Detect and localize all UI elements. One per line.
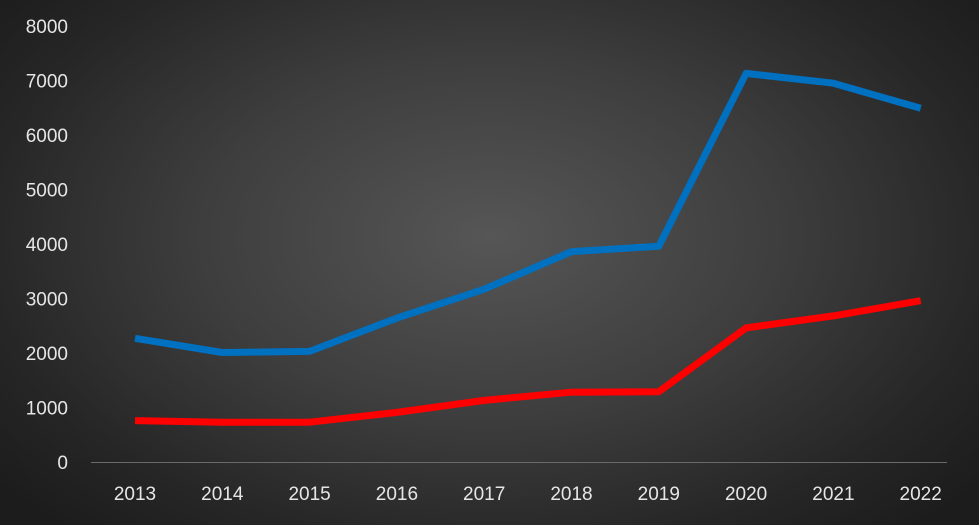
- x-tick-label: 2022: [900, 484, 942, 505]
- series-line-red: [134, 297, 922, 426]
- y-axis-tick-labels: 0 1000 2000 3000 4000 5000 6000 7000 8000: [26, 17, 68, 474]
- y-tick-label: 5000: [26, 181, 68, 202]
- y-tick-label: 1000: [26, 399, 68, 420]
- y-tick-label: 4000: [26, 235, 68, 256]
- x-tick-label: 2015: [288, 484, 330, 505]
- y-tick-label: 2000: [26, 344, 68, 365]
- x-tick-label: 2017: [463, 484, 505, 505]
- x-tick-label: 2013: [114, 484, 156, 505]
- x-tick-label: 2018: [550, 484, 592, 505]
- y-tick-label: 8000: [26, 17, 68, 38]
- x-tick-label: 2019: [638, 484, 680, 505]
- x-axis-tick-labels: 2013 2014 2015 2016 2017 2018 2019 2020 2021 2022: [114, 484, 942, 505]
- y-tick-label: 6000: [26, 126, 68, 147]
- x-tick-label: 2016: [376, 484, 418, 505]
- y-tick-label: 0: [57, 453, 68, 474]
- y-tick-label: 7000: [26, 72, 68, 93]
- x-tick-label: 2021: [812, 484, 854, 505]
- series-lines: [134, 69, 922, 426]
- x-tick-label: 2020: [725, 484, 767, 505]
- series-line-blue: [134, 69, 922, 356]
- x-tick-label: 2014: [201, 484, 244, 505]
- y-tick-label: 3000: [26, 290, 68, 311]
